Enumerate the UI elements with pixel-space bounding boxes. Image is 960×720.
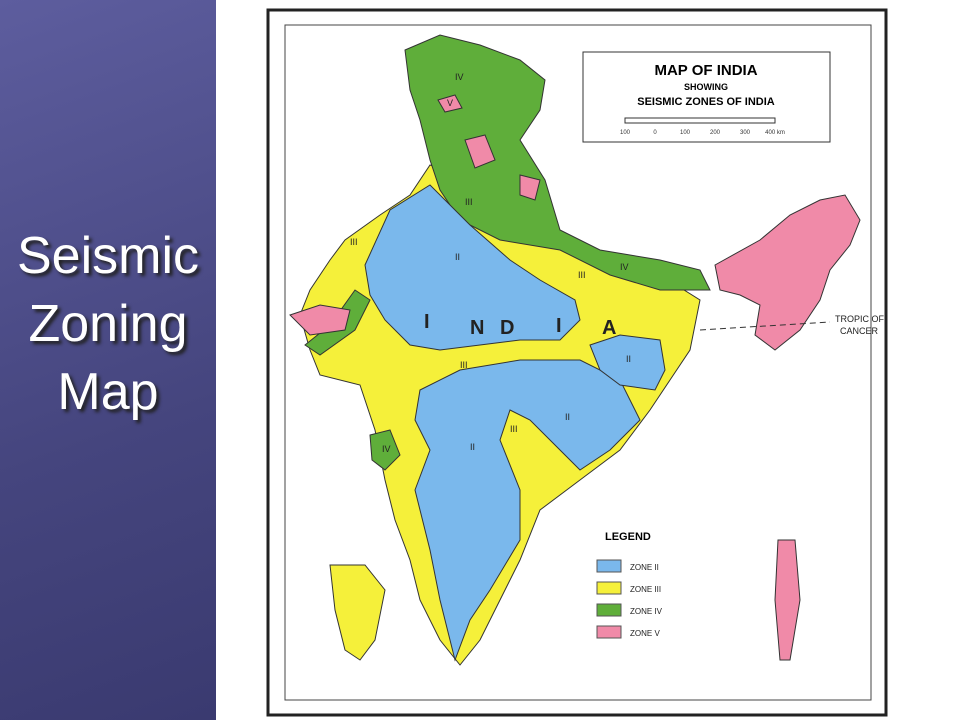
zone-label: II (565, 412, 570, 422)
legend-label: ZONE III (630, 585, 661, 594)
legend-title: LEGEND (605, 531, 651, 543)
title-line: Map (57, 363, 159, 421)
tropic-label: TROPIC OF (835, 314, 885, 324)
scale-label: 0 (653, 130, 657, 136)
legend-label: ZONE II (630, 563, 659, 572)
scale-label: 400 km (765, 130, 785, 136)
zone-label: III (465, 197, 473, 207)
slide-title: Seismic Zoning Map (0, 222, 216, 426)
legend-label: ZONE V (630, 629, 660, 638)
legend: ZONE II ZONE III ZONE IV ZONE V (596, 559, 663, 639)
country-letter: D (500, 317, 514, 339)
map-title: MAP OF INDIA (654, 62, 757, 79)
zone-label: II (455, 252, 460, 262)
zone-label: III (578, 270, 586, 280)
zone-label: IV (455, 72, 464, 82)
legend-swatch (596, 559, 622, 573)
legend-swatch (596, 625, 622, 639)
title-line: Seismic (16, 227, 200, 285)
map-heading: SEISMIC ZONES OF INDIA (637, 96, 775, 108)
legend-swatch (596, 581, 622, 595)
scale-label: 100 (680, 130, 691, 136)
map-subtitle: SHOWING (684, 82, 728, 92)
country-letter: I (424, 311, 430, 333)
zone-label: III (460, 360, 468, 370)
legend-label: ZONE IV (630, 607, 663, 616)
map: TROPIC OF CANCER IV V III II III II III … (216, 0, 960, 720)
scale-label: 100 (620, 130, 631, 136)
country-letter: N (470, 317, 484, 339)
zone-label: II (626, 354, 631, 364)
legend-swatch (596, 603, 622, 617)
country-letter: I (556, 315, 562, 337)
zone-label: III (350, 237, 358, 247)
zone-label: IV (382, 444, 391, 454)
tropic-label: CANCER (840, 326, 879, 336)
title-line: Zoning (28, 295, 188, 353)
scale-label: 200 (710, 130, 721, 136)
scale-label: 300 (740, 130, 751, 136)
zone-label: III (510, 424, 518, 434)
sidebar: Seismic Zoning Map (0, 0, 216, 720)
zone-label: V (447, 98, 453, 108)
country-letter: A (602, 317, 616, 339)
zone-label: II (470, 442, 475, 452)
zone-label: IV (620, 262, 629, 272)
